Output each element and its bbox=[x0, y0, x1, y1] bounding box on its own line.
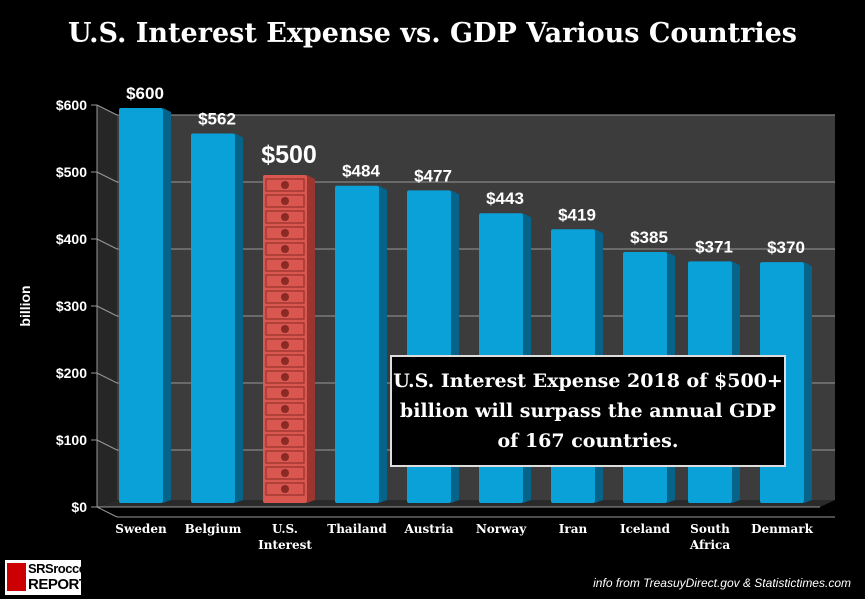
bill-portrait bbox=[281, 197, 289, 205]
y-tick-label: $100 bbox=[56, 432, 87, 448]
bill-portrait bbox=[281, 229, 289, 237]
x-tick-label: Thailand bbox=[327, 522, 387, 536]
x-tick-label: Belgium bbox=[185, 522, 242, 536]
x-tick-label: Iran bbox=[559, 522, 588, 536]
dollar-bill bbox=[265, 210, 305, 224]
dollar-bill bbox=[265, 242, 305, 256]
dollar-bill bbox=[265, 274, 305, 288]
dollar-bill bbox=[265, 178, 305, 192]
bill-portrait bbox=[281, 261, 289, 269]
gridline-side bbox=[96, 372, 118, 384]
bar-side bbox=[163, 108, 171, 503]
gridline-side bbox=[96, 305, 118, 317]
y-tick-label: $400 bbox=[56, 231, 87, 247]
gridline-side bbox=[96, 104, 118, 116]
y-tick-label: $200 bbox=[56, 365, 87, 381]
bar-side bbox=[307, 175, 315, 503]
x-tick-label: Austria bbox=[404, 522, 454, 536]
bill-portrait bbox=[281, 325, 289, 333]
bill-portrait bbox=[281, 213, 289, 221]
bill-portrait bbox=[281, 293, 289, 301]
source-note: info from TreasuyDirect.gov & Statistict… bbox=[593, 576, 851, 590]
annotation-box: U.S. Interest Expense 2018 of $500+ bill… bbox=[390, 355, 786, 467]
data-label: $370 bbox=[767, 238, 805, 257]
data-label: $500 bbox=[261, 141, 317, 169]
chart-title: U.S. Interest Expense vs. GDP Various Co… bbox=[68, 18, 797, 49]
data-label: $600 bbox=[126, 84, 164, 103]
bill-portrait bbox=[281, 341, 289, 349]
data-label: $562 bbox=[198, 109, 236, 128]
dollar-bill bbox=[265, 434, 305, 448]
gridline-side bbox=[96, 506, 118, 518]
bar bbox=[191, 133, 235, 503]
data-label: $385 bbox=[630, 228, 668, 247]
bill-portrait bbox=[281, 421, 289, 429]
dollar-bill bbox=[265, 466, 305, 480]
data-label: $477 bbox=[414, 166, 452, 185]
x-tick-label: South bbox=[690, 522, 730, 536]
bill-portrait bbox=[281, 277, 289, 285]
annotation-text: U.S. Interest Expense 2018 of $500+ bill… bbox=[393, 370, 783, 452]
x-tick-label: Sweden bbox=[115, 522, 167, 536]
x-tick-label: Denmark bbox=[751, 522, 814, 536]
srsrocco-logo: SRSrocco REPORT bbox=[5, 560, 88, 595]
y-tick-label: $0 bbox=[71, 499, 87, 515]
gridline-side bbox=[96, 238, 118, 250]
x-tick-label: Norway bbox=[476, 522, 527, 536]
bill-portrait bbox=[281, 373, 289, 381]
y-tick-label: $300 bbox=[56, 298, 87, 314]
bar-side bbox=[804, 262, 812, 503]
bill-portrait bbox=[281, 437, 289, 445]
data-label: $443 bbox=[486, 189, 524, 208]
y-axis-label: billion bbox=[17, 285, 33, 326]
dollar-bill bbox=[265, 226, 305, 240]
bill-portrait bbox=[281, 469, 289, 477]
side-wall bbox=[97, 105, 117, 507]
y-tick-label: $500 bbox=[56, 164, 87, 180]
bill-portrait bbox=[281, 405, 289, 413]
x-tick-label: Iceland bbox=[620, 522, 671, 536]
dollar-bill bbox=[265, 402, 305, 416]
dollar-bill bbox=[265, 450, 305, 464]
bar-side bbox=[235, 133, 243, 503]
gridline-side bbox=[96, 171, 118, 183]
x-tick-label: U.S. bbox=[272, 522, 298, 536]
dollar-bill bbox=[265, 482, 305, 496]
dollar-bill bbox=[265, 322, 305, 336]
dollar-bill bbox=[265, 306, 305, 320]
bill-portrait bbox=[281, 485, 289, 493]
bill-portrait bbox=[281, 181, 289, 189]
x-tick-label: Africa bbox=[689, 538, 730, 552]
gridline-side bbox=[96, 439, 118, 451]
dollar-bill bbox=[265, 354, 305, 368]
bar bbox=[119, 108, 163, 503]
x-tick-label: Interest bbox=[258, 538, 312, 552]
dollar-bill bbox=[265, 194, 305, 208]
dollar-bill bbox=[265, 290, 305, 304]
data-label: $484 bbox=[342, 162, 380, 181]
dollar-bill bbox=[265, 386, 305, 400]
bill-portrait bbox=[281, 453, 289, 461]
bill-portrait bbox=[281, 309, 289, 317]
bar-side bbox=[379, 185, 387, 503]
dollar-bill bbox=[265, 258, 305, 272]
data-label: $419 bbox=[558, 205, 596, 224]
bill-portrait bbox=[281, 389, 289, 397]
dollar-bill bbox=[265, 370, 305, 384]
bar bbox=[335, 185, 379, 503]
bill-portrait bbox=[281, 245, 289, 253]
bill-portrait bbox=[281, 357, 289, 365]
data-label: $371 bbox=[695, 237, 733, 256]
dollar-bill bbox=[265, 338, 305, 352]
y-tick-label: $600 bbox=[56, 97, 87, 113]
dollar-bill bbox=[265, 418, 305, 432]
